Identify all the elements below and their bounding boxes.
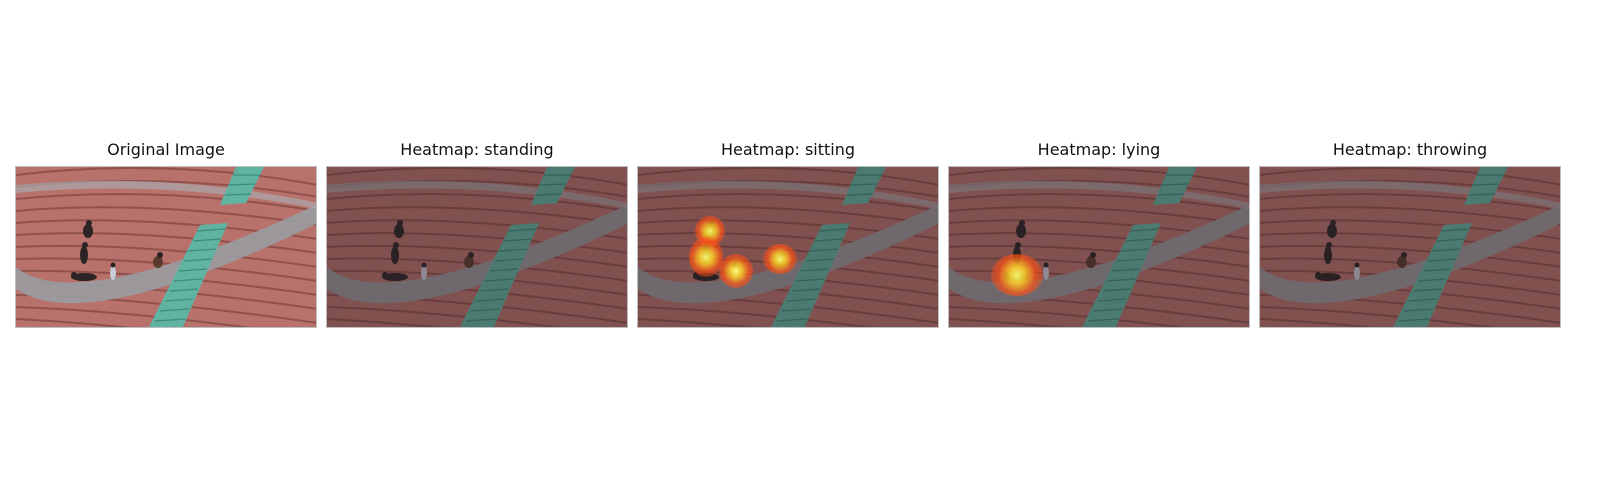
panel-4: Heatmap: throwing bbox=[1259, 140, 1561, 328]
heat-blob-person-center bbox=[719, 254, 753, 288]
heatmap-image bbox=[637, 166, 939, 328]
heatmap-dim-overlay bbox=[949, 167, 1249, 327]
heatmap-dim-overlay bbox=[327, 167, 627, 327]
panel-title: Heatmap: throwing bbox=[1332, 140, 1488, 159]
panel-1: Heatmap: standing bbox=[326, 140, 628, 328]
heatmap-dim-overlay bbox=[1260, 167, 1560, 327]
panel-title: Heatmap: lying bbox=[1037, 140, 1161, 159]
heatmap-image bbox=[1259, 166, 1561, 328]
panel-2: Heatmap: sitting bbox=[637, 140, 939, 328]
panel-title: Heatmap: sitting bbox=[720, 140, 856, 159]
heat-blob-person-middle-left bbox=[689, 237, 723, 277]
panel-3: Heatmap: lying bbox=[948, 140, 1250, 328]
heat-blob-person-lying bbox=[991, 254, 1043, 296]
heat-blob-person-right bbox=[763, 244, 797, 274]
panel-title: Heatmap: standing bbox=[400, 140, 554, 159]
heatmap-image bbox=[948, 166, 1250, 328]
heatmap-image bbox=[326, 166, 628, 328]
original-image bbox=[15, 166, 317, 328]
panel-0: Original Image bbox=[15, 140, 317, 328]
panel-title: Original Image bbox=[107, 140, 225, 159]
